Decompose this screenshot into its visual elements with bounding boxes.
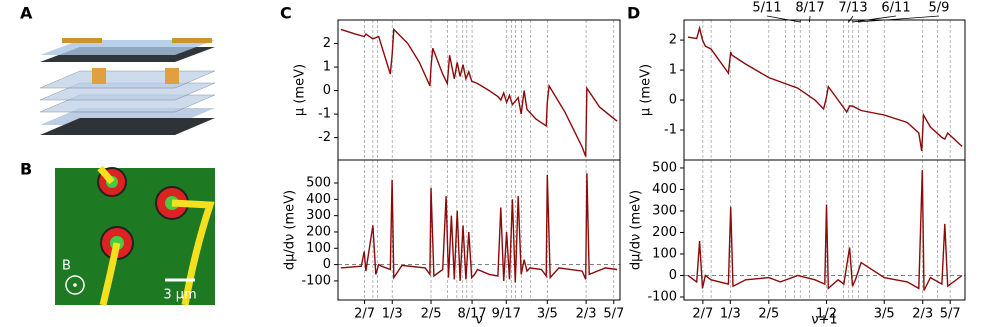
y-tick-label: 300	[652, 203, 677, 218]
y-tick-label: -100	[647, 289, 677, 304]
y-tick-label: 500	[652, 160, 677, 175]
y-tick-label: 2	[669, 33, 677, 48]
panel-label: D	[627, 4, 640, 23]
y-tick-label: 500	[306, 176, 331, 191]
x-tick-label: 1/2	[816, 307, 837, 322]
y-tick-label: 0	[669, 268, 677, 283]
y-tick-label: 400	[306, 192, 331, 207]
panel-label: C	[280, 4, 292, 23]
y-tick-label: 100	[652, 246, 677, 261]
y-tick-label: 2	[323, 36, 331, 51]
x-tick-label: 2/3	[576, 307, 597, 322]
y-tick-label: 300	[306, 208, 331, 223]
y-axis-label: μ (meV)	[639, 64, 654, 116]
field-label: B	[62, 259, 71, 274]
top-leader	[858, 15, 940, 23]
y-tick-label: 0	[669, 93, 677, 108]
y-axis-label: μ (meV)	[293, 64, 308, 116]
y-tick-label: -1	[664, 123, 677, 138]
top-label: 5/11	[752, 1, 781, 16]
top-leader	[848, 15, 854, 24]
y-tick-label: 1	[669, 63, 677, 78]
panel-label: A	[20, 4, 33, 23]
data-line	[340, 27, 618, 157]
plot-frame	[683, 159, 966, 301]
y-tick-label: 200	[652, 225, 677, 240]
top-label: 7/13	[838, 1, 867, 16]
x-tick-label: 2/3	[912, 307, 933, 322]
x-tick-label: 2/5	[758, 307, 779, 322]
x-tick-label: 3/5	[874, 307, 895, 322]
top-label: 6/11	[881, 1, 910, 16]
data-line	[687, 170, 963, 291]
y-tick-label: 0	[323, 83, 331, 98]
x-axis-label: ν+1	[811, 313, 837, 327]
scale-bar-label: 3 μm	[163, 288, 196, 303]
y-tick-label: -100	[301, 273, 331, 288]
y-tick-label: -2	[318, 130, 331, 145]
x-tick-label: 9/17	[492, 307, 521, 322]
x-tick-label: 8/17	[457, 307, 486, 322]
x-tick-label: 5/7	[603, 307, 624, 322]
x-tick-label: 2/5	[421, 307, 442, 322]
x-axis-label: ν	[475, 313, 482, 327]
top-leader	[852, 15, 897, 23]
micrograph: B 3 μm	[55, 165, 215, 306]
y-tick-label: 0	[323, 257, 331, 272]
top-leader	[766, 15, 801, 23]
top-label: 5/9	[929, 1, 950, 16]
device-illustration	[39, 38, 216, 135]
plot-frame	[337, 159, 621, 301]
x-tick-label: 1/3	[720, 307, 741, 322]
x-tick-label: 2/7	[692, 307, 713, 322]
x-tick-label: 2/7	[354, 307, 375, 322]
data-line	[340, 173, 618, 283]
y-tick-label: 200	[306, 224, 331, 239]
data-line	[687, 25, 963, 152]
y-tick-label: 400	[652, 182, 677, 197]
y-axis-label: dμ/dν (meV)	[283, 190, 298, 270]
panel-label: B	[20, 160, 32, 179]
y-tick-label: 100	[306, 241, 331, 256]
y-tick-label: 1	[323, 60, 331, 75]
y-axis-label: dμ/dν (meV)	[629, 190, 644, 270]
x-tick-label: 1/3	[382, 307, 403, 322]
y-tick-label: -1	[318, 107, 331, 122]
top-label: 8/17	[795, 1, 824, 16]
x-tick-label: 3/5	[537, 307, 558, 322]
x-tick-label: 5/7	[940, 307, 961, 322]
